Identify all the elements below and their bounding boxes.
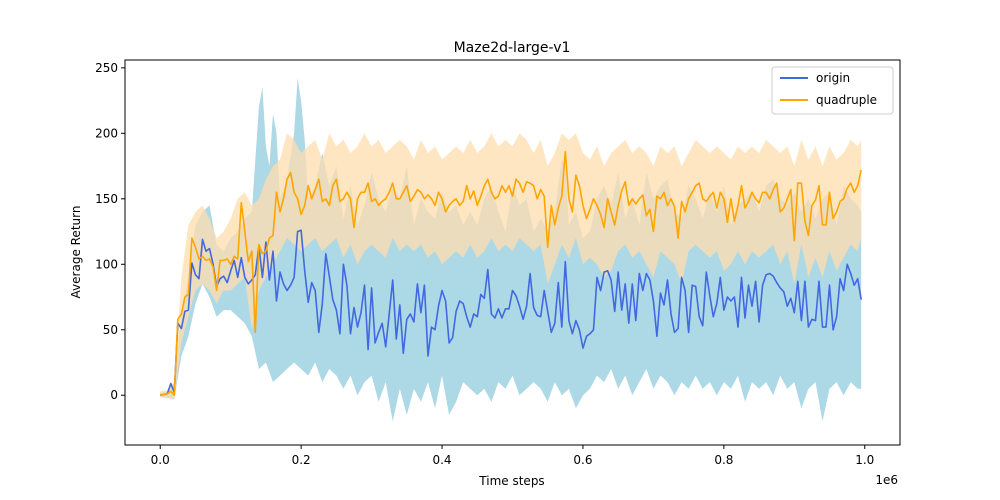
x-tick-label: 1.0	[855, 453, 874, 467]
y-tick-label: 200	[95, 126, 118, 140]
legend-label-quadruple: quadruple	[816, 93, 877, 107]
band-origin	[160, 78, 862, 422]
y-tick-label: 100	[95, 257, 118, 271]
series-line-quadruple	[160, 150, 862, 397]
y-tick-label: 50	[103, 323, 118, 337]
confidence-bands	[160, 78, 862, 422]
x-tick-label: 0.0	[151, 453, 170, 467]
x-tick-label: 0.8	[714, 453, 733, 467]
band-quadruple	[160, 133, 862, 400]
x-axis-label: Time steps	[478, 474, 544, 488]
series-lines	[160, 150, 862, 397]
y-axis-label: Average Return	[69, 206, 83, 299]
y-tick-label: 250	[95, 61, 118, 75]
x-tick-label: 0.4	[432, 453, 451, 467]
y-tick-label: 150	[95, 192, 118, 206]
x-axis-ticks: 0.0 0.2 0.4 0.6 0.8 1.0	[151, 445, 874, 467]
y-tick-label: 0	[110, 388, 118, 402]
x-axis-offset-label: 1e6	[875, 473, 898, 487]
legend-label-origin: origin	[816, 71, 850, 85]
series-line-origin	[160, 229, 862, 396]
plot-frame	[124, 59, 901, 446]
y-axis-ticks: 0 50 100 150 200 250	[95, 61, 125, 402]
x-tick-label: 0.6	[573, 453, 592, 467]
x-tick-label: 0.2	[292, 453, 311, 467]
chart-title: Maze2d-large-v1	[454, 40, 571, 56]
legend: origin quadruple	[771, 66, 894, 115]
